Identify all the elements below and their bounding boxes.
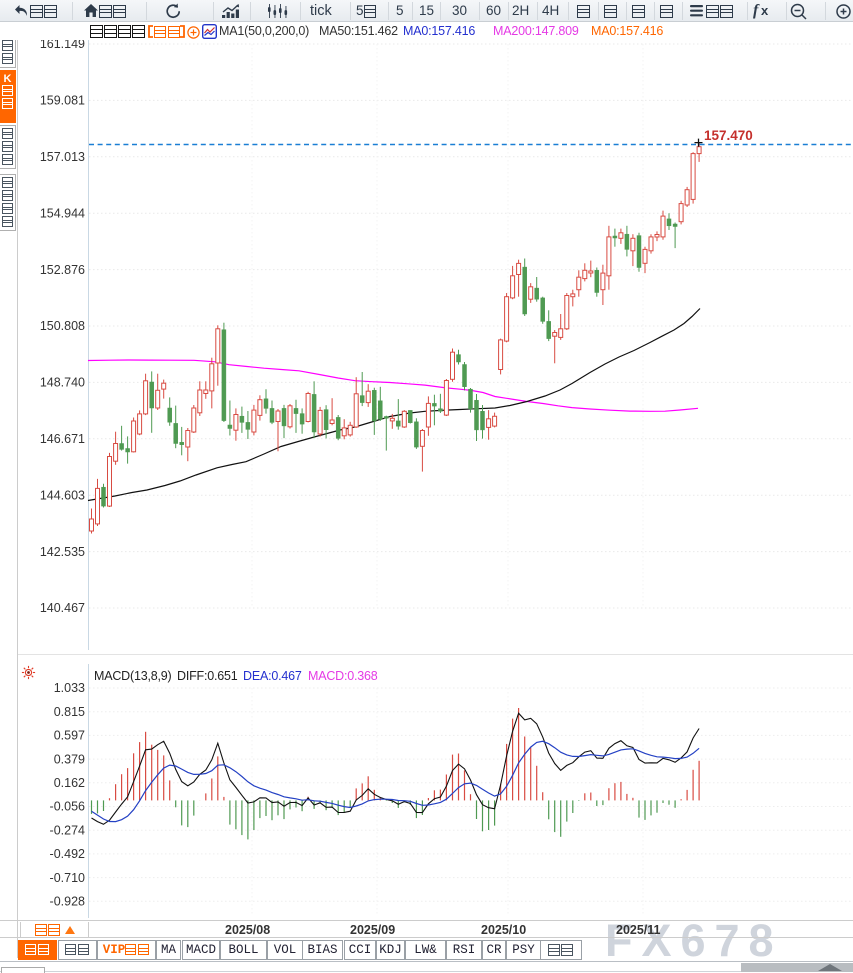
svg-text:DEA:0.467: DEA:0.467: [243, 669, 302, 683]
svg-text:0.597: 0.597: [54, 729, 85, 743]
svg-text:MACD:0.368: MACD:0.368: [308, 669, 378, 683]
svg-text:152.876: 152.876: [40, 263, 85, 277]
svg-text:0.379: 0.379: [54, 752, 85, 766]
svg-text:-0.492: -0.492: [50, 847, 85, 861]
svg-text:1.033: 1.033: [54, 681, 85, 695]
svg-text:DIFF:0.651: DIFF:0.651: [177, 669, 238, 683]
svg-text:144.603: 144.603: [40, 488, 85, 502]
svg-text:-0.056: -0.056: [50, 800, 85, 814]
svg-text:157.470: 157.470: [704, 128, 753, 143]
svg-text:0.815: 0.815: [54, 705, 85, 719]
svg-text:-0.710: -0.710: [50, 871, 85, 885]
svg-text:142.535: 142.535: [40, 545, 85, 559]
svg-text:154.944: 154.944: [40, 206, 85, 220]
svg-text:MACD(13,8,9): MACD(13,8,9): [94, 669, 172, 683]
svg-text:159.081: 159.081: [40, 94, 85, 108]
svg-text:148.740: 148.740: [40, 376, 85, 390]
svg-text:150.808: 150.808: [40, 319, 85, 333]
svg-text:140.467: 140.467: [40, 601, 85, 615]
svg-text:157.013: 157.013: [40, 150, 85, 164]
svg-text:-0.274: -0.274: [50, 823, 85, 837]
svg-text:161.149: 161.149: [40, 37, 85, 51]
svg-text:0.162: 0.162: [54, 776, 85, 790]
svg-text:-0.928: -0.928: [50, 895, 85, 909]
svg-text:146.671: 146.671: [40, 432, 85, 446]
